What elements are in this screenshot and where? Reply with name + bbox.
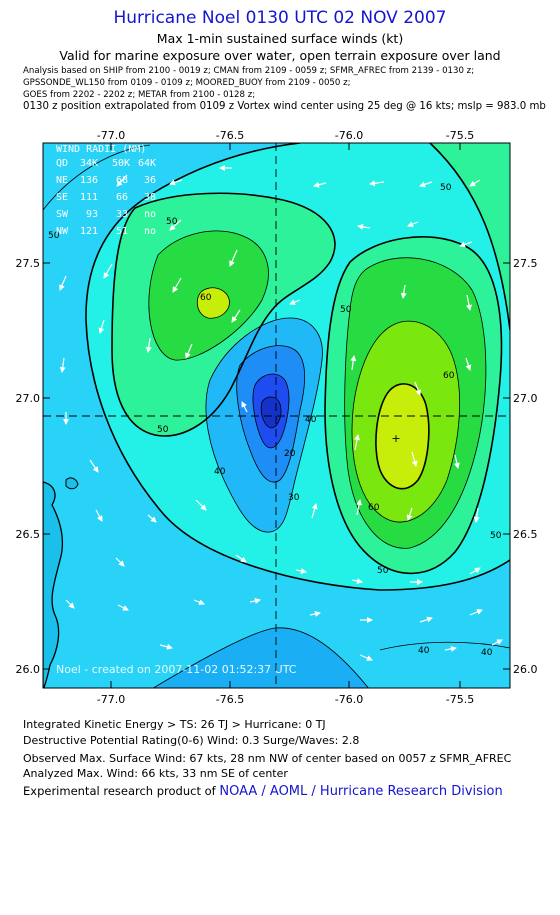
y-tick-label: 26.0 (16, 663, 41, 676)
position-note: 0130 z position extrapolated from 0109 z… (23, 101, 546, 112)
contours (43, 144, 510, 688)
x-tick-label: -76.0 (335, 129, 363, 142)
analysis-sources-3: GOES from 2202 - 2202 z; METAR from 2100… (23, 90, 256, 100)
wind-radii-header: 34K (80, 158, 98, 169)
field-south-low (153, 627, 369, 688)
ike-stat: Integrated Kinetic Energy > TS: 26 TJ > … (23, 718, 326, 731)
analysis-sources-1: Analysis based on SHIP from 2100 - 0019 … (23, 66, 475, 76)
analysis-sources-2: GPSSONDE_WL150 from 0109 - 0109 z; MOORE… (23, 78, 351, 88)
axis-ticks (43, 143, 510, 688)
analyzed-max-wind: Analyzed Max. Wind: 66 kts, 33 nm SE of … (23, 767, 288, 780)
x-tick-label: -76.0 (335, 693, 363, 706)
y-tick-label: 27.0 (513, 392, 538, 405)
contour-label: 50 (377, 566, 389, 576)
wind-radii-cell: 68 (116, 175, 128, 186)
contour-label: 50 (490, 531, 502, 541)
observed-max-wind: Observed Max. Surface Wind: 67 kts, 28 n… (23, 752, 512, 765)
contour-label: 40 (305, 415, 317, 425)
wind-radii-cell: 38 (144, 192, 156, 203)
wind-radii-cell: 136 (80, 175, 98, 186)
contour-label: 60 (200, 293, 212, 303)
wind-radii-cell: 93 (86, 209, 98, 220)
wind-radii-cell: 66 (116, 192, 128, 203)
wind-arrows (59, 165, 503, 661)
credit-line: Experimental research product of NOAA / … (23, 784, 503, 799)
contour-labels: 50 50 50 60 50 50 60 40 40 20 30 60 50 5… (48, 183, 502, 658)
wind-radii-header: QD (56, 158, 68, 169)
wind-field: 50 50 50 60 50 50 60 40 40 20 30 60 50 5… (43, 143, 510, 688)
wind-radii-cell: 111 (80, 192, 98, 203)
wind-radii-cell: no (144, 209, 156, 220)
x-tick-label: -75.5 (446, 693, 474, 706)
island (65, 477, 79, 490)
field-60-nw (197, 287, 230, 319)
contour-label: 50 (157, 425, 169, 435)
subtitle: Max 1-min sustained surface winds (kt) (156, 31, 404, 46)
watermark: Noel - created on 2007-11-02 01:52:37 UT… (56, 663, 297, 676)
wind-radii-title: WIND RADII (NM) (56, 144, 146, 155)
validity-note: Valid for marine exposure over water, op… (59, 48, 501, 63)
field-50-ne (430, 143, 510, 330)
wind-radii-table: WIND RADII (NM) QD 34K 50K 64K NE 136 68… (56, 144, 156, 237)
contour-label: 40 (481, 648, 493, 658)
contour-label: 20 (284, 449, 296, 459)
contour-label: 60 (368, 503, 380, 513)
map-frame (42, 142, 511, 689)
contour-label: 40 (418, 646, 430, 656)
wind-radii-cell: 51 (116, 226, 128, 237)
contour-label: 30 (288, 493, 300, 503)
wind-radii-cell: SE (56, 192, 68, 203)
wind-radii-cell: NW (56, 226, 69, 237)
y-tick-label: 26.0 (513, 663, 538, 676)
contour-label: 50 (440, 183, 452, 193)
x-tick-label: -76.5 (216, 129, 244, 142)
page-title: Hurricane Noel 0130 UTC 02 NOV 2007 (113, 8, 447, 28)
credit-org-link[interactable]: NOAA / AOML / Hurricane Research Divisio… (219, 784, 503, 799)
wind-radii-cell: no (144, 226, 156, 237)
x-tick-label: -75.5 (446, 129, 474, 142)
contour-label: 60 (443, 371, 455, 381)
y-tick-label: 26.5 (513, 528, 538, 541)
contour-label: 50 (48, 231, 60, 241)
credit-prefix: Experimental research product of (23, 784, 220, 798)
contour-label: 40 (214, 467, 226, 477)
dpr-stat: Destructive Potential Rating(0-6) Wind: … (23, 734, 360, 747)
wind-radii-cell: 121 (80, 226, 98, 237)
y-tick-label: 27.5 (513, 257, 538, 270)
wind-radii-header: 64K (138, 158, 156, 169)
y-tick-label: 27.0 (16, 392, 41, 405)
wind-radii-cell: 36 (144, 175, 156, 186)
x-tick-label: -76.5 (216, 693, 244, 706)
contour-label: 50 (340, 305, 352, 315)
y-tick-label: 27.5 (16, 257, 41, 270)
wind-radii-cell: 33 (116, 209, 128, 220)
axis-labels: -77.0 -76.5 -76.0 -75.5 -77.0 -76.5 -76.… (16, 129, 538, 706)
y-tick-label: 26.5 (16, 528, 41, 541)
x-tick-label: -77.0 (97, 693, 125, 706)
wind-radii-cell: SW (56, 209, 69, 220)
x-tick-label: -77.0 (97, 129, 125, 142)
wind-radii-cell: NE (56, 175, 68, 186)
max-wind-marker: + (391, 432, 400, 445)
wind-radii-header: 50K (112, 158, 130, 169)
contour-label: 50 (166, 217, 178, 227)
